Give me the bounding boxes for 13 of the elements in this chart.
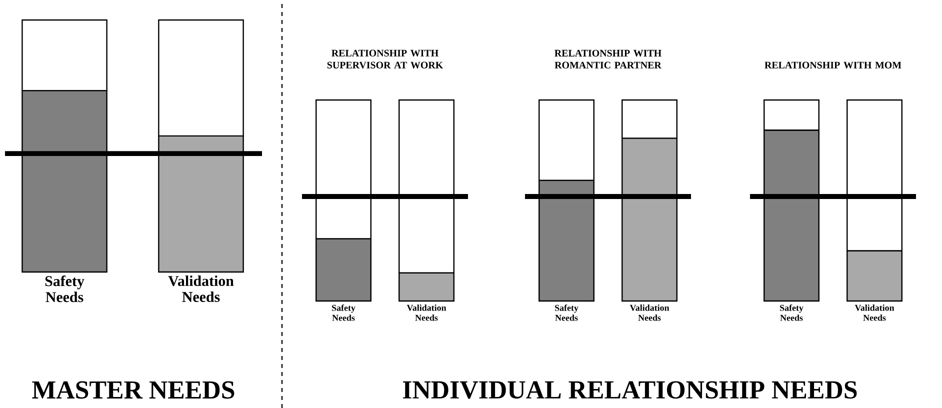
x-tick-label: Safety Needs	[780, 304, 804, 321]
text: INDIVIDUAL RELATIONSHIP NEEDS	[402, 381, 857, 399]
chart-title: RELATIONSHIP WITH ROMANTIC PARTNER	[554, 50, 662, 68]
x-tick-label: Safety Needs	[332, 304, 356, 321]
x-tick-label: Validation Needs	[406, 304, 446, 321]
x-tick-label: Safety Needs	[45, 276, 84, 302]
x-tick-label: Safety Needs	[555, 304, 578, 321]
chart-title: RELATIONSHIP WITH SUPERVISOR AT WORK	[327, 50, 444, 69]
x-tick-label: Validation Needs	[168, 276, 234, 302]
chart-title: RELATIONSHIP WITH MOM	[764, 62, 902, 69]
x-tick-label: Validation Needs	[854, 304, 894, 321]
x-axis-title: MASTER NEEDS	[32, 381, 234, 399]
x-tick-label: Validation Needs	[630, 304, 670, 321]
